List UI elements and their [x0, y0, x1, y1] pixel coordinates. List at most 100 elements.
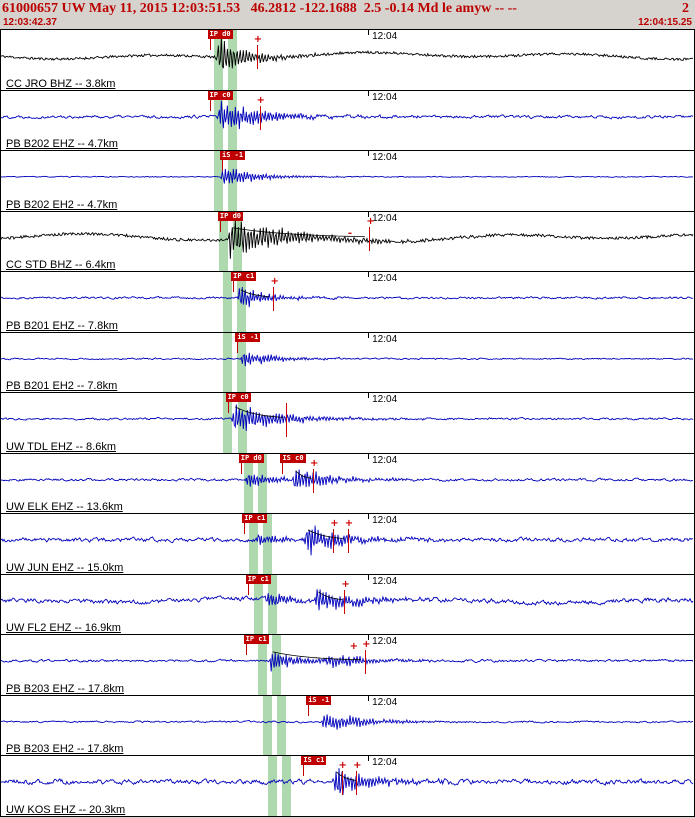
- pick-time-line: [219, 220, 221, 232]
- pick-flag[interactable]: IP c1: [243, 635, 269, 645]
- coda-decay-curve: [233, 227, 365, 237]
- station-label: CC STD BHZ -- 6.4km: [6, 259, 116, 272]
- phase-window-band: [263, 695, 273, 756]
- plus-marker[interactable]: +: [310, 457, 319, 469]
- minute-tick: [368, 574, 370, 580]
- minute-label: 12:04: [372, 757, 398, 769]
- minute-label: 12:04: [372, 575, 398, 587]
- pick-time-line: [308, 704, 310, 716]
- window-end-time: 12:04:15.25: [638, 17, 692, 28]
- event-header: 61000657 UW May 11, 2015 12:03:51.53 46.…: [0, 0, 695, 30]
- minute-tick: [368, 514, 370, 520]
- station-label: CC JRO BHZ -- 3.8km: [6, 77, 116, 90]
- coda-duration-line[interactable]: [356, 771, 358, 796]
- minute-label: 12:04: [372, 212, 398, 224]
- station-label: PB B202 EHZ -- 4.7km: [6, 138, 118, 151]
- coda-duration-line[interactable]: [365, 650, 367, 675]
- pick-flag[interactable]: iS -1: [220, 151, 246, 161]
- pick-time-line: [227, 402, 229, 414]
- phase-window-band: [276, 695, 287, 756]
- minus-marker[interactable]: -: [347, 227, 353, 239]
- trace-panel: 12:04 iS -1 PB B203 EH2 -- 17.8km: [0, 694, 695, 757]
- trace-panel-list: 12:04 IP d0 + CC JRO BHZ -- 3.8km 12:04 IP c0…: [0, 29, 695, 817]
- minute-tick: [368, 90, 370, 96]
- coda-decay-curve: [272, 651, 361, 661]
- coda-duration-line[interactable]: [285, 403, 287, 438]
- plus-marker[interactable]: +: [256, 94, 265, 106]
- minute-label: 12:04: [372, 333, 398, 345]
- trace-panel: 12:04 iS -1 PB B201 EH2 -- 7.8km: [0, 331, 695, 394]
- trace-panel: 12:04 IP c0 UW TDL EHZ -- 8.6km: [0, 392, 695, 454]
- plus-marker[interactable]: +: [270, 276, 279, 288]
- coda-duration-line[interactable]: [341, 771, 343, 796]
- coda-duration-line[interactable]: [347, 529, 349, 554]
- trace-panel: 12:04 IP c1 + + PB B203 EHZ -- 17.8km: [0, 634, 695, 696]
- plus-marker[interactable]: +: [341, 578, 350, 590]
- station-label: UW KOS EHZ -- 20.3km: [6, 803, 126, 816]
- window-start-time: 12:03:42.37: [3, 17, 57, 28]
- pick-time-line: [247, 583, 249, 595]
- pick-flag[interactable]: IS c1: [301, 756, 327, 766]
- minute-label: 12:04: [372, 152, 398, 164]
- pick-flag[interactable]: IP c0: [207, 90, 233, 100]
- plus-marker[interactable]: +: [330, 518, 339, 530]
- minute-tick: [368, 453, 370, 459]
- time-window-row: 12:03:42.37 12:04:15.25: [0, 17, 695, 28]
- minute-tick: [368, 332, 370, 338]
- trace-panel: 12:04 iS -1 PB B202 EH2 -- 4.7km: [0, 150, 695, 212]
- coda-duration-line[interactable]: [256, 45, 258, 69]
- trace-panel: 12:04 IP c1 + UW FL2 EHZ -- 16.9km: [0, 573, 695, 636]
- trace-panel: 12:04 IP d0 + CC JRO BHZ -- 3.8km: [0, 29, 695, 91]
- station-label: PB B201 EH2 -- 7.8km: [6, 380, 118, 393]
- minute-label: 12:04: [372, 636, 398, 648]
- plus-marker[interactable]: +: [349, 641, 359, 653]
- minute-label: 12:04: [372, 31, 398, 42]
- trace-panel: 12:04 IP d0 IS c0 + UW ELK EHZ -- 13.6km: [0, 452, 695, 515]
- coda-decay-curve: [336, 771, 357, 782]
- event-header-row: 61000657 UW May 11, 2015 12:03:51.53 46.…: [0, 1, 695, 17]
- phase-window-band: [281, 756, 292, 816]
- plus-marker[interactable]: +: [366, 215, 375, 227]
- trace-panel: 12:04 IP c1 + PB B201 EHZ -- 7.8km: [0, 271, 695, 333]
- coda-decay-curve: [307, 529, 344, 540]
- pick-time-line: [237, 341, 239, 353]
- trace-panel: 12:04 IS c1 + + UW KOS EHZ -- 20.3km: [0, 755, 695, 817]
- trace-panel: 12:04 IP d0 - + CC STD BHZ -- 6.4km: [0, 210, 695, 273]
- phase-window-band: [268, 756, 278, 816]
- pick-time-line: [282, 462, 284, 474]
- pick-flag[interactable]: IP c1: [245, 574, 271, 584]
- pick-flag[interactable]: IP c1: [242, 514, 268, 524]
- phase-window-band: [222, 332, 232, 393]
- pick-flag[interactable]: IS c0: [280, 453, 306, 463]
- pick-flag[interactable]: IP d0: [217, 211, 243, 221]
- coda-duration-line[interactable]: [259, 105, 261, 130]
- minute-tick: [368, 756, 370, 762]
- station-label: UW JUN EHZ -- 15.0km: [6, 561, 124, 574]
- pick-flag[interactable]: IP c0: [225, 393, 251, 403]
- pick-flag[interactable]: IP c1: [231, 272, 257, 282]
- pick-time-line: [244, 523, 246, 535]
- plus-marker[interactable]: +: [353, 760, 362, 772]
- coda-duration-line[interactable]: [313, 468, 315, 493]
- plus-marker[interactable]: +: [338, 760, 347, 772]
- plus-marker[interactable]: +: [362, 639, 371, 651]
- coda-duration-line[interactable]: [369, 226, 371, 251]
- pick-time-line: [222, 160, 223, 172]
- minute-label: 12:04: [372, 696, 398, 708]
- pick-flag[interactable]: IP d0: [207, 30, 233, 39]
- pick-flag[interactable]: iS -1: [306, 695, 332, 705]
- minute-label: 12:04: [372, 91, 398, 103]
- plus-marker[interactable]: +: [253, 34, 263, 45]
- coda-duration-line[interactable]: [273, 287, 275, 312]
- trace-panel: 12:04 IP c1 + + UW JUN EHZ -- 15.0km: [0, 513, 695, 575]
- coda-duration-line[interactable]: [333, 529, 335, 554]
- pick-flag[interactable]: iS -1: [235, 332, 261, 342]
- minute-tick: [368, 635, 370, 641]
- plus-marker[interactable]: +: [344, 518, 354, 530]
- coda-duration-line[interactable]: [344, 589, 346, 614]
- coda-decay-curve: [318, 591, 343, 600]
- minute-tick: [368, 211, 370, 217]
- station-label: PB B202 EH2 -- 4.7km: [6, 198, 118, 211]
- pick-flag[interactable]: IP d0: [238, 453, 264, 463]
